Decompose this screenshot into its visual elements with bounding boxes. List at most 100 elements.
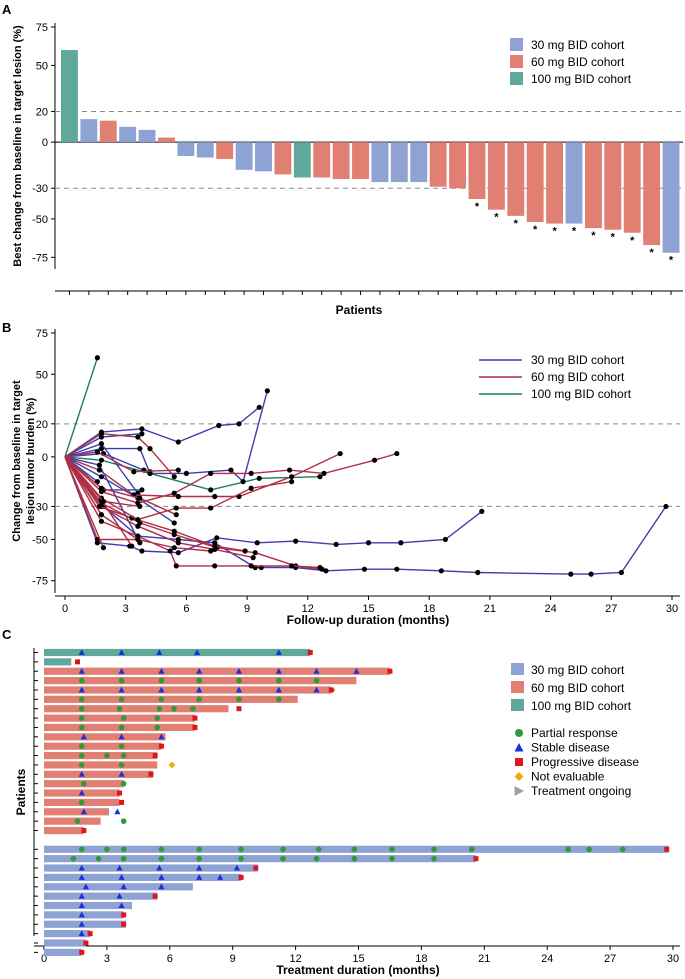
- panel-label-c: C: [2, 627, 12, 642]
- partial-response-marker: [104, 752, 110, 759]
- partial-response-marker: [196, 696, 202, 703]
- data-point: [167, 548, 173, 554]
- data-point: [137, 446, 143, 452]
- partial-response-marker: [619, 846, 626, 853]
- data-point: [254, 540, 260, 546]
- stable-disease-marker: [78, 902, 85, 909]
- significance-star: *: [630, 235, 635, 247]
- stable-disease-marker: [196, 667, 203, 674]
- data-point: [365, 540, 372, 546]
- series-line: [64, 451, 179, 473]
- stable-disease-marker: [156, 649, 163, 655]
- partial-response-marker: [120, 818, 127, 824]
- partial-response-marker: [431, 855, 437, 862]
- data-point: [137, 495, 143, 501]
- x-tick-label: 0: [62, 603, 68, 615]
- partial-response-marker: [78, 677, 85, 684]
- progressive-disease-marker: [87, 931, 93, 937]
- stable-disease-marker: [118, 649, 125, 655]
- treatment-bar: [44, 658, 72, 666]
- legend-partial-response-symbol: [515, 729, 523, 737]
- partial-response-marker: [118, 677, 125, 684]
- stable-disease-marker: [118, 667, 125, 674]
- stable-disease-marker: [78, 686, 85, 693]
- stable-disease-marker: [80, 808, 87, 815]
- data-point: [171, 474, 177, 480]
- x-tick-label: 15: [362, 603, 374, 615]
- stable-disease-marker: [196, 686, 203, 693]
- stable-disease-marker: [313, 667, 320, 674]
- data-point: [216, 422, 222, 429]
- data-point: [173, 563, 179, 569]
- bar: [623, 142, 641, 233]
- data-point: [663, 503, 669, 510]
- data-point: [98, 474, 105, 480]
- bar: [332, 142, 350, 180]
- stable-disease-marker: [235, 686, 243, 693]
- data-point: [394, 566, 400, 572]
- data-point: [398, 540, 404, 546]
- partial-response-marker: [431, 846, 437, 853]
- stable-disease-marker: [78, 771, 85, 777]
- stable-disease-marker: [78, 864, 85, 871]
- bar: [138, 129, 156, 143]
- stable-disease-marker: [114, 808, 121, 815]
- x-tick-label: 24: [541, 953, 553, 965]
- treatment-bar: [44, 648, 311, 657]
- stable-disease-marker: [78, 892, 85, 899]
- significance-star: *: [475, 201, 480, 213]
- series-line: [64, 456, 323, 570]
- bar: [643, 142, 661, 246]
- partial-response-marker: [120, 752, 127, 759]
- stable-disease-marker: [158, 733, 165, 740]
- x-tick-label: 0: [41, 953, 47, 965]
- data-point: [618, 569, 625, 576]
- partial-response-marker: [389, 855, 395, 862]
- partial-response-marker: [196, 846, 202, 853]
- data-point: [588, 571, 594, 577]
- treatment-bar: [44, 864, 258, 872]
- partial-response-marker: [158, 855, 165, 862]
- series-line: [64, 456, 254, 559]
- y-tick-label: 20: [36, 419, 48, 431]
- treatment-bar: [44, 873, 242, 882]
- treatment-bar: [44, 751, 158, 760]
- bar: [604, 142, 622, 230]
- data-point: [139, 431, 145, 437]
- stable-disease-marker: [78, 649, 85, 655]
- data-point: [171, 528, 177, 534]
- stable-disease-marker: [233, 864, 240, 871]
- bar: [119, 126, 137, 143]
- panel-a-bar-chart: A 75 50 20 0 -30 -50 -75 * * * * * * * * * * * Patients Best…: [2, 2, 683, 317]
- y-axis-title: Change from baseline in target lesion tum…: [11, 380, 37, 542]
- legend-label: 100 mg BID cohort: [531, 699, 632, 713]
- data-point: [98, 485, 105, 491]
- data-point: [438, 568, 444, 574]
- data-point: [208, 487, 214, 493]
- y-tick-label: -30: [32, 501, 48, 513]
- partial-response-marker: [313, 677, 320, 684]
- stable-disease-marker: [78, 930, 85, 937]
- partial-response-marker: [196, 855, 202, 862]
- y-tick-label: 20: [36, 106, 48, 118]
- stable-disease-marker: [235, 667, 243, 674]
- series-line: [64, 456, 246, 552]
- bar: [468, 142, 486, 199]
- data-point: [236, 421, 242, 427]
- bar: [449, 142, 467, 189]
- partial-response-marker: [196, 677, 202, 684]
- partial-response-marker: [120, 780, 127, 787]
- stable-disease-marker: [118, 771, 125, 777]
- series-line: [64, 456, 102, 516]
- bar: [80, 119, 98, 143]
- x-tick-label: 9: [230, 953, 236, 965]
- treatment-bar: [44, 817, 101, 825]
- bar: [546, 142, 564, 224]
- stable-disease-marker: [158, 667, 165, 674]
- series-line: [64, 456, 320, 491]
- treatment-bar: [44, 808, 109, 816]
- x-tick-label: 15: [352, 953, 364, 965]
- data-point: [323, 568, 329, 574]
- partial-response-marker: [120, 715, 127, 721]
- bar: [507, 142, 525, 216]
